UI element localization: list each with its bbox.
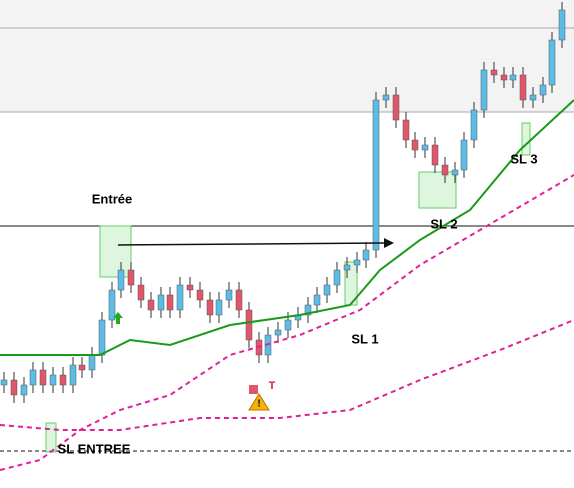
candle-body [0, 379, 8, 386]
candle-body [519, 74, 527, 101]
zone-band [0, 0, 574, 112]
candle-body [88, 354, 96, 371]
candle-body [166, 294, 174, 311]
candle-body [382, 94, 390, 101]
candle-body [127, 269, 135, 286]
signal-square [249, 385, 258, 394]
annotation: Entrée [92, 191, 132, 206]
candle-body [362, 249, 370, 261]
candle-body [500, 74, 508, 81]
candle-body [147, 299, 155, 311]
candle-body [372, 99, 380, 251]
candle-body [137, 284, 145, 301]
candle-body [157, 294, 165, 311]
candle-body [284, 319, 292, 331]
candle-body [470, 109, 478, 141]
zone-box [521, 122, 531, 156]
candle-body [353, 259, 361, 266]
plot [0, 2, 574, 471]
zones [45, 122, 531, 453]
annotation: SL 1 [351, 331, 378, 346]
annotation: T [269, 380, 276, 392]
candle-body [509, 74, 517, 81]
candle-body [323, 284, 331, 296]
zone-box [99, 225, 132, 278]
candle-body [108, 289, 116, 321]
candle-body [206, 299, 214, 316]
candle-body [39, 369, 47, 386]
candle-body [59, 374, 67, 386]
candle-body [304, 304, 312, 316]
arrow-head [384, 238, 394, 248]
candle-body [558, 9, 566, 41]
candle-body [78, 364, 86, 371]
warning-mark: ! [257, 399, 260, 410]
candle-body [235, 289, 243, 311]
candle-body [196, 289, 204, 301]
candle-body [392, 94, 400, 121]
arrow [117, 242, 387, 246]
candle-body [402, 119, 410, 141]
candle-body [215, 299, 223, 316]
candle-body [274, 329, 282, 336]
annotation: SL 2 [430, 216, 457, 231]
candle-body [313, 294, 321, 306]
candle-body [441, 164, 449, 176]
candle-body [548, 39, 556, 86]
moving-average [0, 99, 574, 356]
candle-body [529, 94, 537, 101]
candle-body [10, 379, 18, 396]
annotation: SL 3 [510, 151, 537, 166]
candle-body [333, 269, 341, 286]
candle-body [176, 284, 184, 311]
candle-body [117, 269, 125, 291]
candle-body [225, 289, 233, 301]
candle-body [98, 319, 106, 356]
up-arrow-icon [113, 312, 123, 324]
candle-body [460, 139, 468, 171]
moving-average [0, 174, 574, 471]
candle-body [20, 384, 28, 396]
candle-body [411, 139, 419, 151]
candle-body [490, 69, 498, 76]
candle-body [343, 264, 351, 271]
moving-average [0, 319, 574, 431]
candle-body [49, 374, 57, 386]
candle-body [186, 284, 194, 291]
candle-body [480, 69, 488, 111]
candle-body [431, 144, 439, 166]
candle-body [245, 309, 253, 341]
zone-box [45, 422, 57, 453]
annotation: SL ENTREE [58, 441, 131, 456]
candle-body [421, 144, 429, 151]
candle-body [451, 169, 459, 176]
candle-body [69, 364, 77, 386]
candle-body [539, 84, 547, 96]
warning-icon [248, 393, 270, 411]
candle-body [29, 369, 37, 386]
zone-box [418, 171, 457, 209]
